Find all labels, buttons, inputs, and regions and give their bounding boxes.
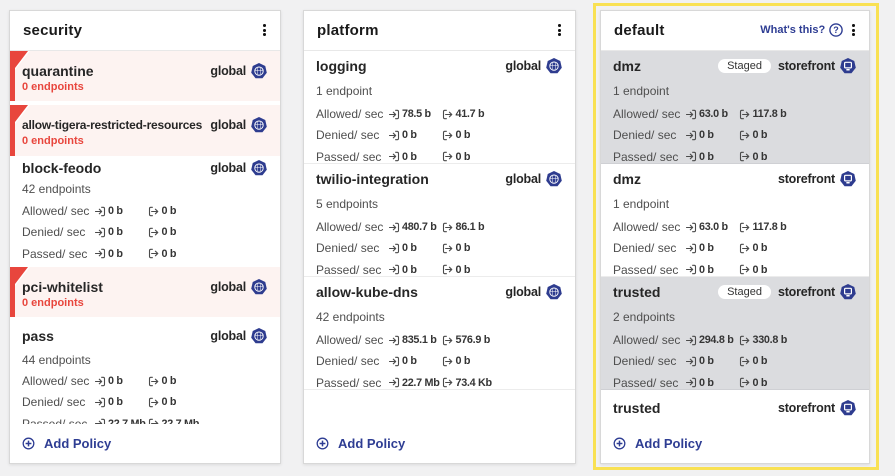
svg-text:?: ? bbox=[833, 25, 839, 35]
